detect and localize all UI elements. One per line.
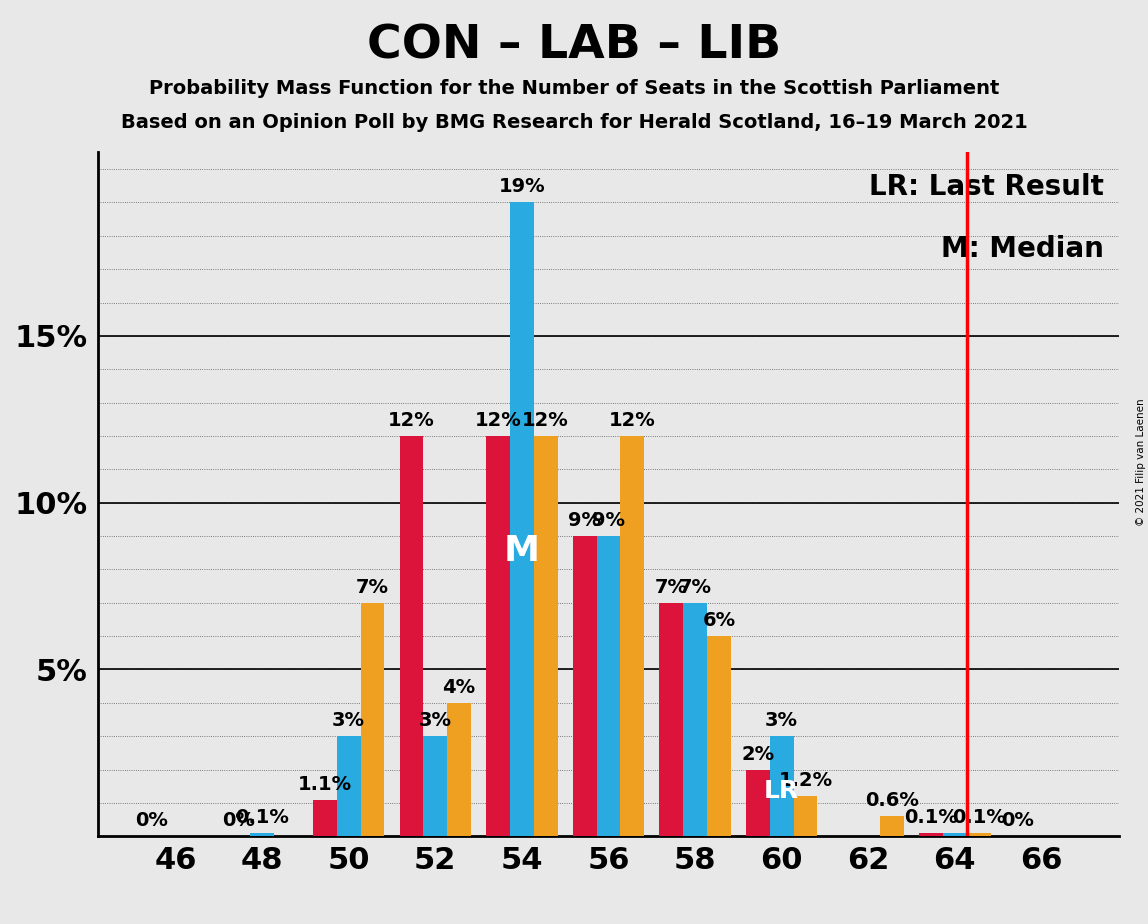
- Text: 6%: 6%: [703, 611, 736, 630]
- Text: 7%: 7%: [654, 578, 688, 597]
- Text: Based on an Opinion Poll by BMG Research for Herald Scotland, 16–19 March 2021: Based on an Opinion Poll by BMG Research…: [121, 113, 1027, 132]
- Text: 4%: 4%: [442, 678, 475, 697]
- Bar: [967, 833, 991, 836]
- Bar: [707, 636, 731, 836]
- Text: Probability Mass Function for the Number of Seats in the Scottish Parliament: Probability Mass Function for the Number…: [149, 79, 999, 98]
- Text: 12%: 12%: [388, 411, 435, 430]
- Text: 0.6%: 0.6%: [866, 791, 918, 810]
- Text: 0.1%: 0.1%: [952, 808, 1006, 827]
- Bar: [336, 736, 360, 836]
- Text: © 2021 Filip van Laenen: © 2021 Filip van Laenen: [1135, 398, 1146, 526]
- Bar: [486, 436, 510, 836]
- Text: 12%: 12%: [522, 411, 569, 430]
- Text: 2%: 2%: [742, 745, 775, 763]
- Bar: [424, 736, 448, 836]
- Bar: [943, 833, 967, 836]
- Text: M: Median: M: Median: [941, 235, 1104, 262]
- Text: CON – LAB – LIB: CON – LAB – LIB: [367, 23, 781, 68]
- Bar: [400, 436, 424, 836]
- Text: LR: LR: [765, 779, 799, 803]
- Text: 9%: 9%: [592, 511, 625, 530]
- Text: LR: Last Result: LR: Last Result: [869, 173, 1104, 201]
- Bar: [510, 202, 534, 836]
- Text: 3%: 3%: [332, 711, 365, 730]
- Text: 3%: 3%: [419, 711, 452, 730]
- Text: 19%: 19%: [498, 177, 545, 197]
- Text: 7%: 7%: [678, 578, 712, 597]
- Text: 7%: 7%: [356, 578, 389, 597]
- Text: 9%: 9%: [568, 511, 602, 530]
- Text: 0%: 0%: [1001, 811, 1034, 831]
- Text: 0%: 0%: [222, 811, 255, 831]
- Text: 1.2%: 1.2%: [778, 772, 832, 790]
- Text: 0%: 0%: [135, 811, 168, 831]
- Text: 1.1%: 1.1%: [297, 774, 352, 794]
- Bar: [746, 770, 769, 836]
- Bar: [250, 833, 274, 836]
- Bar: [920, 833, 943, 836]
- Bar: [360, 602, 385, 836]
- Bar: [448, 703, 471, 836]
- Bar: [683, 602, 707, 836]
- Bar: [793, 796, 817, 836]
- Bar: [881, 816, 903, 836]
- Text: M: M: [504, 534, 540, 568]
- Text: 3%: 3%: [765, 711, 798, 730]
- Text: 0.1%: 0.1%: [903, 808, 957, 827]
- Bar: [620, 436, 644, 836]
- Bar: [534, 436, 558, 836]
- Text: 12%: 12%: [474, 411, 521, 430]
- Bar: [659, 602, 683, 836]
- Bar: [313, 799, 336, 836]
- Text: 12%: 12%: [608, 411, 656, 430]
- Text: 0.1%: 0.1%: [235, 808, 289, 827]
- Bar: [769, 736, 793, 836]
- Bar: [597, 536, 620, 836]
- Bar: [573, 536, 597, 836]
